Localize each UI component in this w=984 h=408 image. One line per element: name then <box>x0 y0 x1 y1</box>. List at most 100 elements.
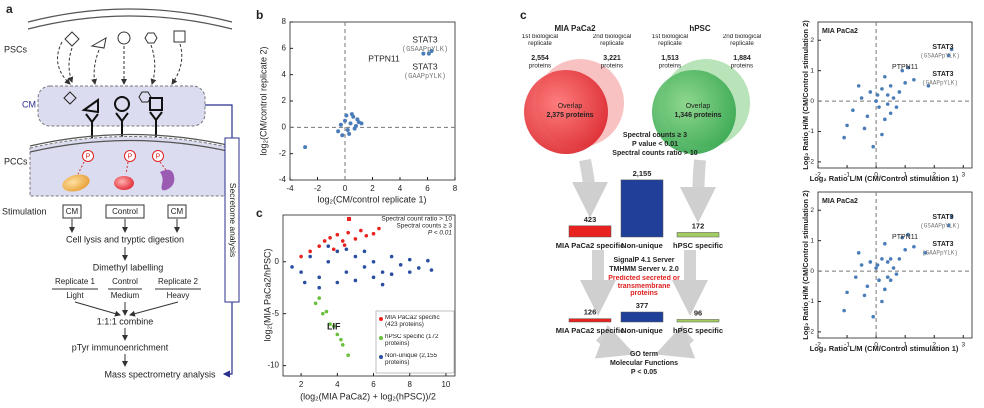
data-point <box>877 278 881 283</box>
gray-arrow <box>680 159 717 223</box>
replicate-unit: proteins <box>659 63 681 70</box>
replicate-count: 1,513 <box>661 55 679 62</box>
phospho-label: P <box>86 153 91 160</box>
replicate-unit: proteins <box>601 63 623 70</box>
category-label: MIA PaCa2 specific <box>556 241 625 250</box>
data-point <box>859 96 864 100</box>
data-point <box>883 241 887 246</box>
flow-arrow <box>74 301 121 317</box>
data-point <box>429 268 434 272</box>
plot-frame <box>817 191 973 339</box>
data-point <box>868 260 873 264</box>
annotation: STAT3 <box>412 61 437 71</box>
cell-label: CM <box>22 99 36 109</box>
data-point <box>340 343 345 347</box>
x-tick-label: 6 <box>425 184 430 193</box>
data-point <box>407 257 412 262</box>
replicate-count: 2,554 <box>531 55 549 62</box>
data-point <box>335 232 340 237</box>
phosphoprotein <box>114 176 134 190</box>
go-term: GO term <box>630 351 658 358</box>
data-point <box>345 127 350 132</box>
overlap-label: Overlap <box>686 103 711 110</box>
data-point <box>842 135 846 140</box>
data-point <box>349 112 354 117</box>
y-tick-label: 1 <box>810 67 814 74</box>
replicate-label-text: 1st biological replicate <box>651 34 689 47</box>
x-tick-label: -1 <box>844 342 850 349</box>
secreted-protein <box>144 32 158 44</box>
stimulation-label: Stimulation <box>2 206 47 216</box>
replicate-count: 1,884 <box>733 55 751 62</box>
data-point <box>875 93 880 97</box>
x-tick-label: -2 <box>815 342 821 349</box>
data-point <box>926 84 931 88</box>
data-point <box>326 244 331 248</box>
phospho-label: P <box>156 153 161 160</box>
data-point <box>371 231 376 236</box>
chart-title: MIA PaCa2 <box>822 28 858 35</box>
annotation-marker <box>347 217 351 221</box>
secretome-line <box>205 104 233 374</box>
data-point <box>303 145 308 150</box>
prediction-tool: TMHMM Server v. 2.0 <box>609 266 679 273</box>
legend-label-text: hPSC specific (172 proteins) <box>385 334 439 347</box>
data-point <box>900 235 905 240</box>
annotation: STAT3 <box>932 44 953 51</box>
category-label: hPSC specific <box>673 241 723 250</box>
data-point <box>355 117 360 122</box>
condition-box <box>62 204 82 219</box>
step: pTyr immunoenrichment <box>72 342 169 352</box>
y-tick-label: -2 <box>808 329 814 336</box>
secreted-protein <box>117 31 131 45</box>
data-point <box>389 254 394 259</box>
data-point <box>429 48 434 53</box>
data-point <box>324 309 329 314</box>
label-type: Light <box>66 291 84 300</box>
data-point <box>871 144 876 149</box>
data-point <box>317 275 322 280</box>
x-tick-label: 2 <box>932 172 936 179</box>
data-point <box>347 131 352 136</box>
data-point <box>426 51 431 56</box>
category-label: hPSC specific <box>673 326 723 335</box>
bar <box>620 311 664 323</box>
filter-criterion: Spectral counts ≥ 3 <box>623 132 687 139</box>
data-point <box>875 263 880 267</box>
x-tick-label: 1 <box>903 342 907 349</box>
data-point <box>322 239 327 243</box>
data-point <box>331 247 336 252</box>
y-tick-label: -5 <box>272 309 280 318</box>
legend-label-text: MIA PaCa2 specific (423 proteins) <box>385 315 440 328</box>
bar-value-label: 2,155 <box>633 169 652 178</box>
chart-title: MIA PaCa2 <box>822 198 858 205</box>
replicate-label: 2nd biological replicate <box>593 34 632 47</box>
data-point <box>371 259 376 264</box>
bar-value-label: 377 <box>636 301 649 310</box>
data-point <box>389 272 394 277</box>
cell-label: PCCs <box>4 156 28 166</box>
x-tick-label: 3 <box>961 172 965 179</box>
gray-arrows <box>571 158 717 359</box>
x-tick-label: 0 <box>874 172 878 179</box>
replicate: Replicate 2 <box>158 277 199 286</box>
data-point <box>344 247 349 252</box>
data-point <box>883 117 887 122</box>
cm-protein <box>138 91 152 103</box>
y-tick-label: 2 <box>810 37 814 44</box>
annotation: STAT3 <box>932 241 953 248</box>
replicate-unit: proteins <box>529 63 551 70</box>
x-tick-label: 8 <box>453 184 458 193</box>
data-point <box>877 105 881 109</box>
data-point <box>364 233 369 238</box>
panel-label: a <box>6 2 13 16</box>
secreted-protein <box>173 30 186 43</box>
secreted-protein <box>64 31 80 47</box>
y-tick-label: -1 <box>808 128 814 135</box>
data-point <box>897 90 902 94</box>
data-point <box>299 270 303 274</box>
data-point <box>903 81 907 85</box>
y-tick-label: 4 <box>282 70 287 79</box>
panel-label: c <box>520 8 527 22</box>
